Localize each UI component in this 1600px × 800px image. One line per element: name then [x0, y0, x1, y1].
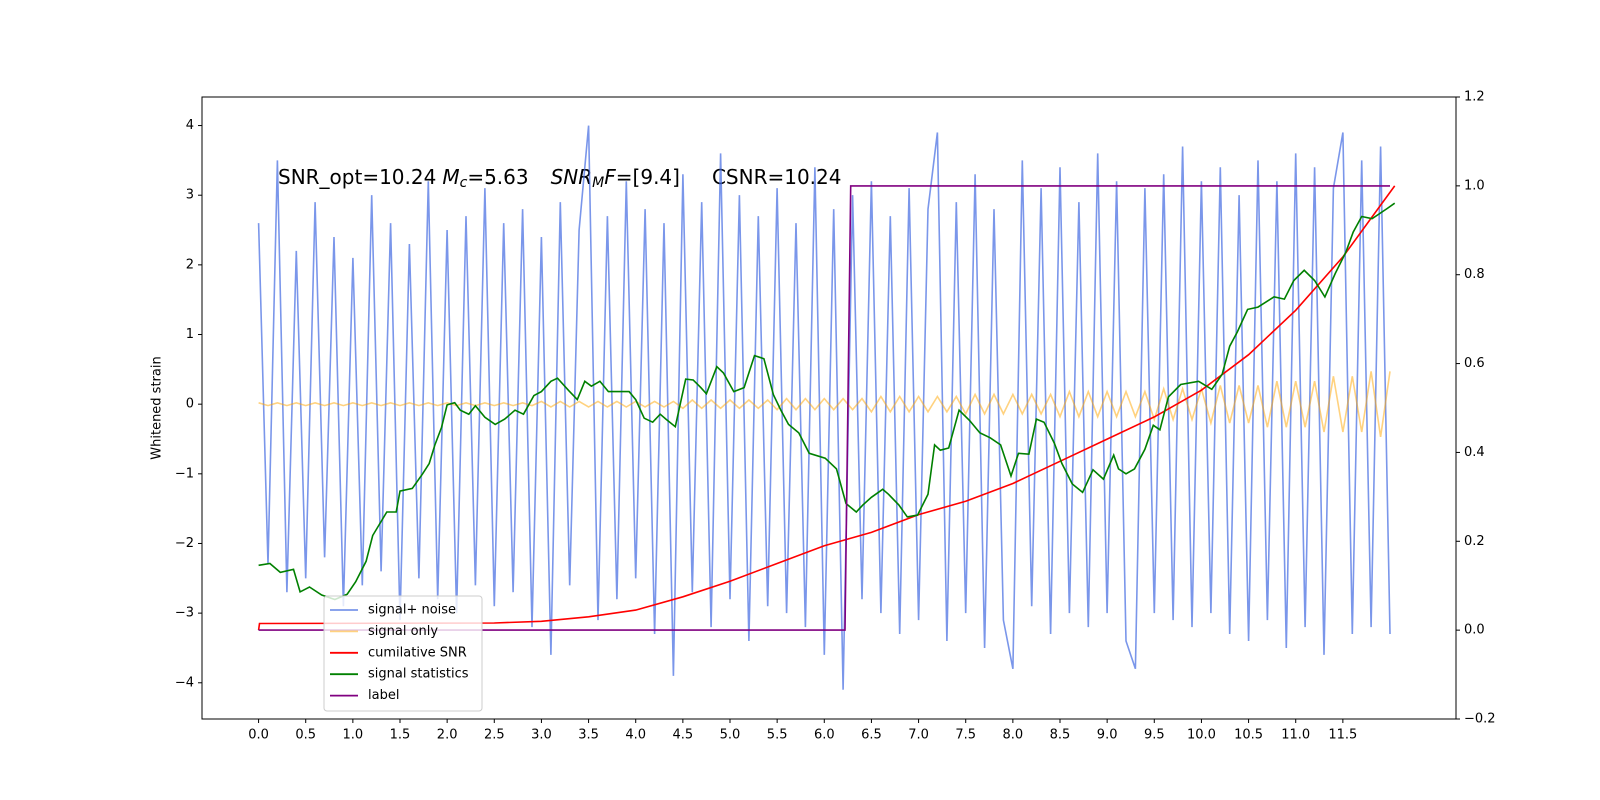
annotation-part: SNR_opt=10.24 [278, 165, 436, 189]
legend-label: signal only [368, 624, 438, 639]
x-tick-label: 6.5 [861, 728, 882, 743]
annotation-part: M [592, 175, 604, 191]
legend: signal+ noise signal only cumilative SNR si… [323, 595, 483, 712]
y-tick-label: −2 [175, 536, 194, 551]
legend-label: signal+ noise [368, 603, 456, 618]
annotation-part: CSNR=10.24 [712, 165, 842, 189]
legend-label: label [368, 688, 399, 703]
annotation-part: =5.63 [467, 165, 528, 189]
legend-label: signal statistics [368, 667, 469, 682]
y-tick-label: −4 [175, 675, 194, 690]
annotation-part: F [604, 165, 616, 189]
series-line [257, 125, 1391, 690]
annotation-part: c [460, 175, 468, 191]
y2-tick-label: 0.4 [1464, 445, 1485, 460]
y2-tick-label: 0.0 [1464, 623, 1485, 638]
y2-tick-label: 0.8 [1464, 267, 1485, 282]
x-tick-label: 10.5 [1234, 728, 1263, 743]
y-tick-label: 1 [186, 327, 194, 342]
x-tick-label: 7.5 [955, 728, 976, 743]
x-tick-label: 8.0 [1003, 728, 1024, 743]
series-line [258, 371, 1391, 438]
y2-tick-label: −0.2 [1464, 712, 1496, 727]
x-tick-label: 4.5 [673, 728, 694, 743]
x-tick-label: 5.5 [767, 728, 788, 743]
y2-tick-label: 0.6 [1464, 356, 1485, 371]
x-tick-label: 11.5 [1328, 728, 1357, 743]
x-tick-label: 10.0 [1187, 728, 1216, 743]
x-tick-label: 2.0 [437, 728, 458, 743]
x-tick-label: 0.0 [248, 728, 269, 743]
series-line [258, 185, 1390, 631]
y-axis-label: Whitened strain [150, 356, 165, 459]
legend-box [323, 595, 483, 712]
x-tick-label: 7.0 [908, 728, 929, 743]
annotation: SNR_opt=10.24 Mc=5.63 SNRMF=[9.4] CSNR=10.2… [278, 165, 841, 192]
x-tick-label: 5.0 [720, 728, 741, 743]
x-tick-label: 2.5 [484, 728, 505, 743]
legend-label: cumilative SNR [368, 645, 467, 660]
y-tick-label: 3 [186, 188, 194, 203]
series-line [257, 185, 1396, 631]
x-tick-label: 6.0 [814, 728, 835, 743]
x-tick-label: 4.0 [625, 728, 646, 743]
y-tick-label: 4 [186, 118, 194, 133]
x-tick-label: 0.5 [295, 728, 316, 743]
annotation-part: M [442, 165, 459, 189]
x-tick-label: 9.0 [1097, 728, 1118, 743]
x-tick-label: 1.0 [343, 728, 364, 743]
y-tick-label: 0 [186, 397, 194, 412]
annotation-part: =[9.4] [616, 165, 680, 189]
x-tick-label: 3.5 [578, 728, 599, 743]
plot-frame [201, 96, 1457, 720]
x-tick-label: 1.5 [390, 728, 411, 743]
x-tick-label: 8.5 [1050, 728, 1071, 743]
y2-tick-label: 1.2 [1464, 90, 1485, 105]
y2-tick-label: 0.2 [1464, 534, 1485, 549]
series-line [258, 202, 1396, 601]
y-tick-label: 2 [186, 257, 194, 272]
y-tick-label: −3 [175, 606, 194, 621]
y-tick-label: −1 [175, 466, 194, 481]
x-tick-label: 9.5 [1144, 728, 1165, 743]
x-tick-label: 3.0 [531, 728, 552, 743]
annotation-part: SNR [551, 165, 593, 189]
x-tick-label: 11.0 [1281, 728, 1310, 743]
y2-tick-label: 1.0 [1464, 178, 1485, 193]
